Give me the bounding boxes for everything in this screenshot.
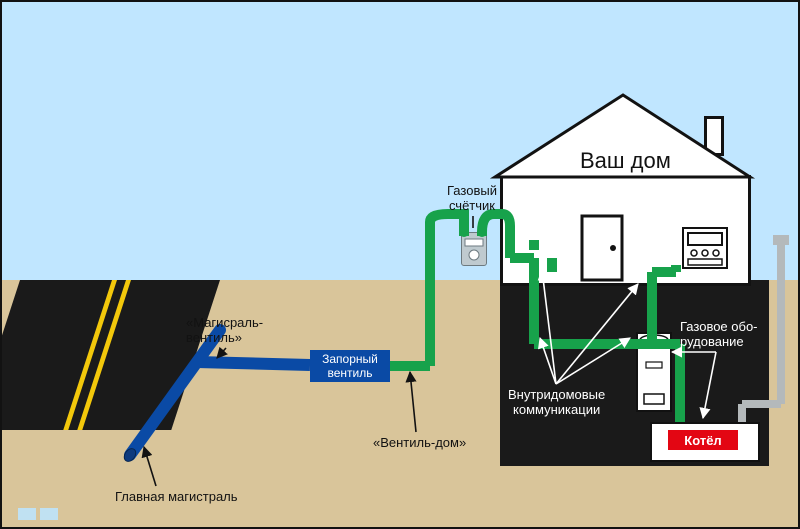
legend-squares [18,508,36,520]
gas-column [636,332,672,412]
stove [682,227,728,269]
boiler-label: Котёл [668,430,738,450]
internal-comm-label: Внутридомовыекоммуникации [508,388,605,418]
shutoff-valve: Запорныйвентиль [310,350,390,382]
main-line-label: Главная магистраль [115,490,238,505]
gas-equipment-label: Газовое обо-рудование [680,320,758,350]
main-valve-label: «Магисраль-вентиль» [186,316,263,346]
house-chimney [704,116,724,156]
house-label: Ваш дом [580,148,671,173]
meter-label: Газовыйсчётчик [447,184,497,214]
gas-meter [461,232,487,266]
valve-house-label: «Вентиль-дом» [373,436,466,451]
road-lane-line [63,280,117,430]
shutoff-label: Запорныйвентиль [322,352,378,380]
legend-squares [40,508,58,520]
